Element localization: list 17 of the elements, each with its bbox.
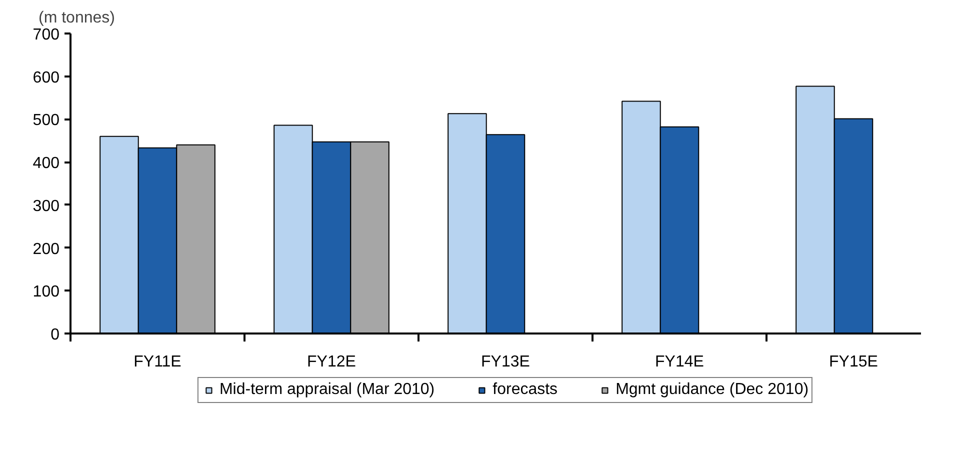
x-tick-label: FY11E [134, 354, 182, 370]
legend-label: Mgmt guidance (Dec 2010) [616, 381, 809, 399]
y-tick-label: 400 [32, 155, 60, 172]
y-tick-label: 300 [32, 198, 60, 215]
x-tick-label: FY13E [481, 354, 530, 370]
y-axis-title: (m tonnes) [38, 10, 115, 26]
x-tick-label: FY15E [829, 354, 878, 370]
legend-label: Mid-term appraisal (Mar 2010) [219, 381, 435, 399]
y-tick-label: 0 [50, 326, 60, 344]
y-tick-label: 200 [32, 240, 60, 258]
y-tick-label: 500 [32, 112, 60, 130]
y-tick-label: 600 [32, 69, 60, 86]
legend-label: forecasts [492, 381, 558, 399]
y-tick-label: 700 [32, 26, 60, 44]
x-tick-label: FY12E [307, 354, 356, 370]
y-tick-label: 100 [32, 284, 60, 301]
x-tick-label: FY14E [655, 354, 704, 370]
